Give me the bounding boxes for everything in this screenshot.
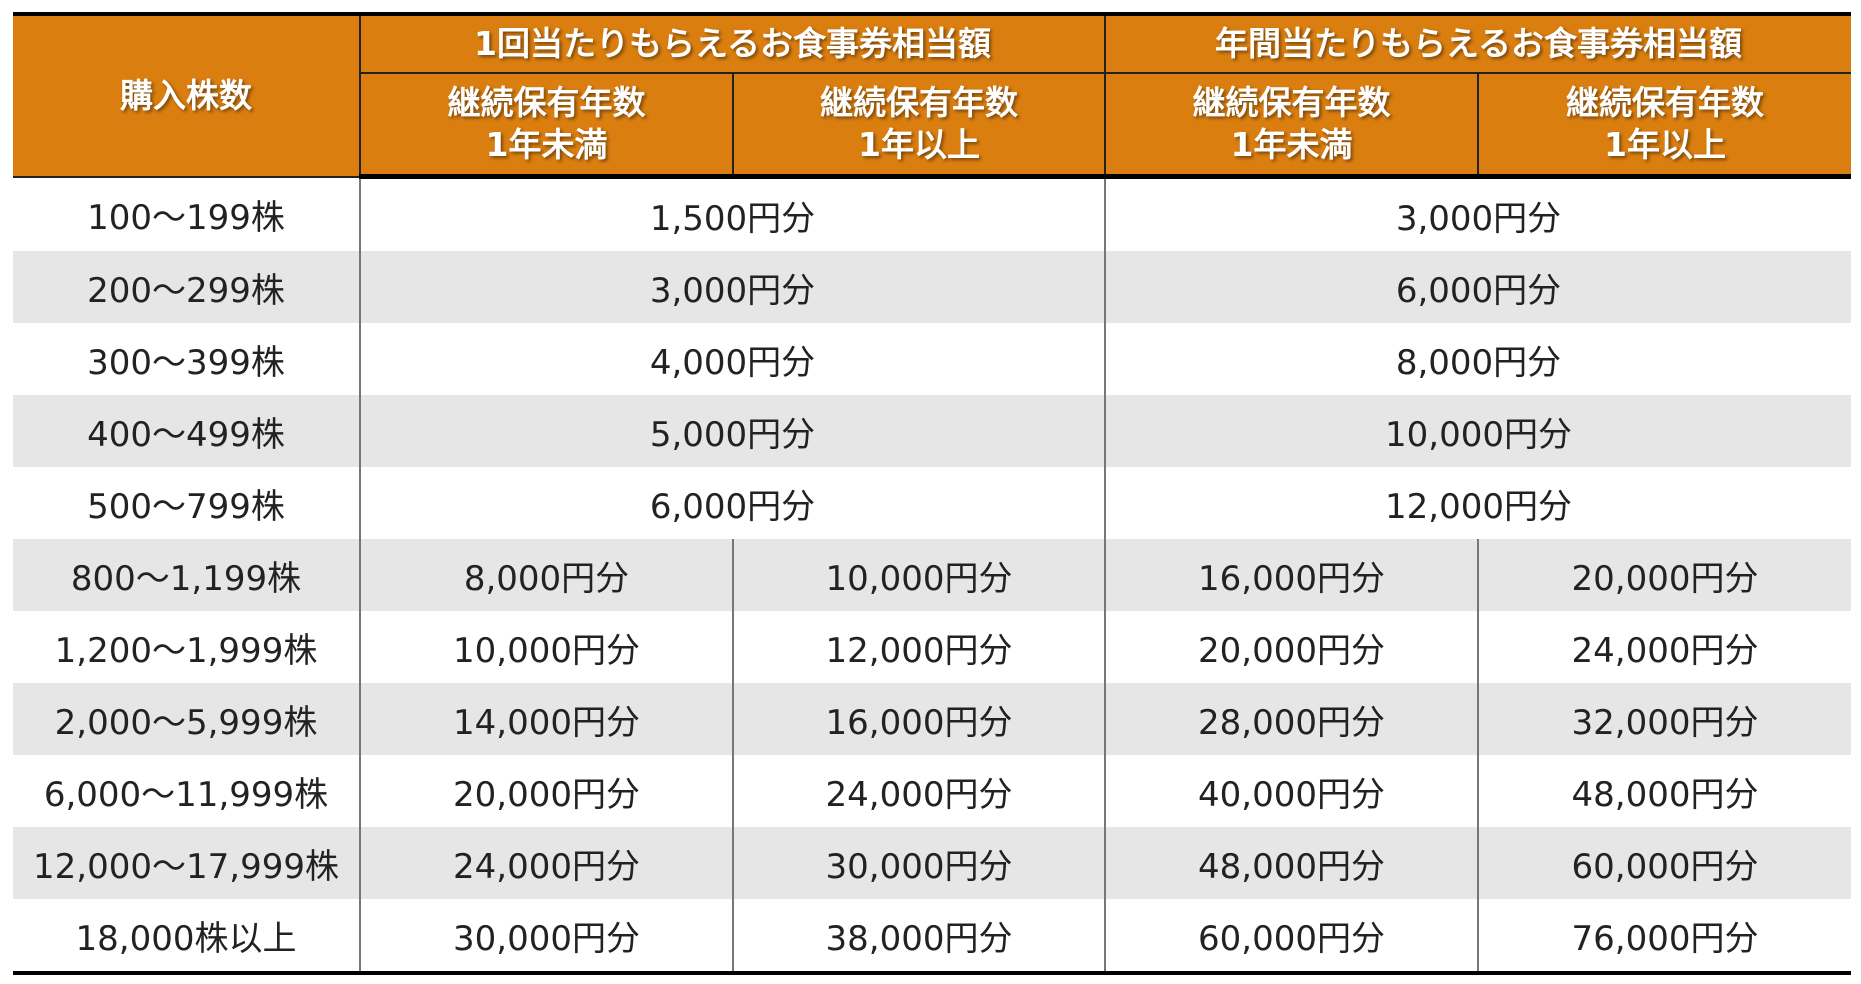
header-per-time: 1回当たりもらえるお食事券相当額 [358, 12, 1107, 74]
subheader-line1: 継続保有年数 [1566, 83, 1765, 122]
per-time-over-1yr-cell: 10,000円分 [731, 539, 1107, 611]
shares-cell: 12,000〜17,999株 [13, 827, 361, 899]
table-row: 18,000株以上 30,000円分 38,000円分 60,000円分 76,000円… [13, 899, 1852, 975]
table-row: 2,000〜5,999株 14,000円分 16,000円分 28,000円分 32,0… [13, 683, 1852, 755]
subheader-line2: 1年未満 [1230, 125, 1353, 164]
shares-cell: 800〜1,199株 [13, 539, 361, 611]
per-year-over-1yr-cell: 24,000円分 [1477, 611, 1852, 683]
subheader-line2: 1年以上 [1604, 125, 1726, 164]
per-year-cell: 3,000円分 [1104, 176, 1852, 251]
per-time-over-1yr-cell: 38,000円分 [731, 899, 1107, 975]
per-time-cell: 4,000円分 [358, 323, 1107, 395]
per-year-under-1yr-cell: 40,000円分 [1104, 755, 1480, 827]
shares-cell: 2,000〜5,999株 [13, 683, 361, 755]
per-time-over-1yr-cell: 24,000円分 [731, 755, 1107, 827]
per-time-under-1yr-cell: 8,000円分 [359, 539, 734, 611]
shares-cell: 18,000株以上 [13, 899, 361, 975]
per-year-over-1yr-cell: 48,000円分 [1477, 755, 1852, 827]
per-year-cell: 12,000円分 [1104, 467, 1852, 539]
per-year-under-1yr-cell: 60,000円分 [1104, 899, 1480, 975]
table-row: 800〜1,199株 8,000円分 10,000円分 16,000円分 20,000円… [13, 539, 1852, 611]
table-row: 6,000〜11,999株 20,000円分 24,000円分 40,000円分 48,… [13, 755, 1852, 827]
subheader-line2: 1年以上 [858, 125, 980, 164]
per-year-cell: 6,000円分 [1104, 251, 1852, 323]
per-time-under-1yr-cell: 14,000円分 [359, 683, 734, 755]
per-year-under-1yr-cell: 16,000円分 [1104, 539, 1480, 611]
header-per-year: 年間当たりもらえるお食事券相当額 [1104, 12, 1852, 74]
per-time-under-1yr-cell: 30,000円分 [359, 899, 734, 975]
per-year-under-1yr-cell: 48,000円分 [1104, 827, 1480, 899]
table-row: 300〜399株 4,000円分 8,000円分 [13, 323, 1852, 395]
per-time-under-1yr-cell: 20,000円分 [359, 755, 734, 827]
per-time-cell: 1,500円分 [358, 176, 1107, 251]
shares-cell: 1,200〜1,999株 [13, 611, 361, 683]
subheader-over-1yr: 継続保有年数 1年以上 [1477, 72, 1852, 179]
per-time-over-1yr-cell: 12,000円分 [731, 611, 1107, 683]
header-shares: 購入株数 [13, 12, 361, 178]
table-row: 200〜299株 3,000円分 6,000円分 [13, 251, 1852, 323]
subheader-over-1yr: 継続保有年数 1年以上 [731, 72, 1107, 179]
per-time-cell: 5,000円分 [358, 395, 1107, 467]
per-time-over-1yr-cell: 30,000円分 [731, 827, 1107, 899]
shares-cell: 300〜399株 [13, 323, 361, 395]
shares-cell: 500〜799株 [13, 467, 361, 539]
shares-cell: 400〜499株 [13, 395, 361, 467]
subheader-under-1yr: 継続保有年数 1年未満 [1104, 72, 1480, 179]
subheader-under-1yr: 継続保有年数 1年未満 [359, 72, 734, 179]
per-year-under-1yr-cell: 20,000円分 [1104, 611, 1480, 683]
per-time-under-1yr-cell: 10,000円分 [359, 611, 734, 683]
subheader-line2: 1年未満 [485, 125, 608, 164]
subheader-line1: 継続保有年数 [820, 83, 1018, 122]
per-year-over-1yr-cell: 60,000円分 [1477, 827, 1852, 899]
shares-cell: 6,000〜11,999株 [13, 755, 361, 827]
per-time-cell: 6,000円分 [358, 467, 1107, 539]
shares-cell: 200〜299株 [13, 251, 361, 323]
per-time-under-1yr-cell: 24,000円分 [359, 827, 734, 899]
table-row: 400〜499株 5,000円分 10,000円分 [13, 395, 1852, 467]
subheader-line1: 継続保有年数 [447, 83, 646, 122]
per-time-cell: 3,000円分 [358, 251, 1107, 323]
shares-cell: 100〜199株 [13, 176, 361, 251]
per-year-over-1yr-cell: 76,000円分 [1477, 899, 1852, 975]
per-year-under-1yr-cell: 28,000円分 [1104, 683, 1480, 755]
per-year-over-1yr-cell: 32,000円分 [1477, 683, 1852, 755]
table-row: 12,000〜17,999株 24,000円分 30,000円分 48,000円分 60… [13, 827, 1852, 899]
subheader-line1: 継続保有年数 [1192, 83, 1391, 122]
table-row: 500〜799株 6,000円分 12,000円分 [13, 467, 1852, 539]
per-year-over-1yr-cell: 20,000円分 [1477, 539, 1852, 611]
per-year-cell: 8,000円分 [1104, 323, 1852, 395]
table-row: 1,200〜1,999株 10,000円分 12,000円分 20,000円分 24,0… [13, 611, 1852, 683]
per-time-over-1yr-cell: 16,000円分 [731, 683, 1107, 755]
table-row: 100〜199株 1,500円分 3,000円分 [13, 176, 1852, 251]
meal-voucher-table: 購入株数 1回当たりもらえるお食事券相当額 年間当たりもらえるお食事券相当額 継… [13, 12, 1852, 975]
per-year-cell: 10,000円分 [1104, 395, 1852, 467]
